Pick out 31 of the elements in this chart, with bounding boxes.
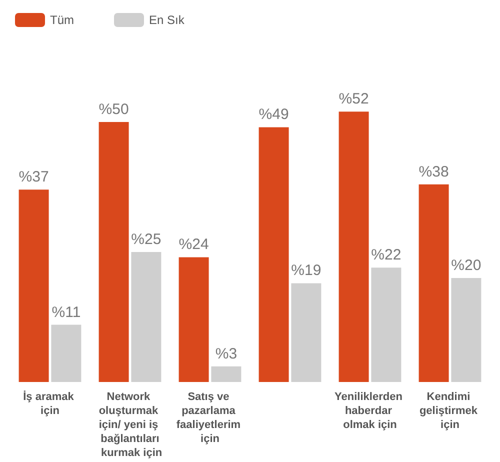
data-label: %52 bbox=[338, 90, 369, 108]
data-label: %50 bbox=[98, 101, 129, 118]
bar bbox=[178, 257, 209, 382]
x-tick-label: İş aramak için bbox=[23, 390, 77, 417]
bar bbox=[211, 366, 242, 382]
data-label: %19 bbox=[291, 262, 322, 280]
legend-label: En Sık bbox=[149, 13, 186, 27]
x-tick-label: Kendimi geliştirmek için bbox=[419, 391, 481, 431]
data-label: %37 bbox=[18, 168, 49, 186]
data-label: %11 bbox=[52, 304, 81, 321]
bar bbox=[418, 184, 449, 382]
data-label: %25 bbox=[131, 231, 162, 248]
bar bbox=[18, 190, 49, 382]
bar bbox=[371, 268, 402, 382]
bar bbox=[51, 324, 82, 382]
data-label: %38 bbox=[418, 163, 449, 180]
bar bbox=[98, 122, 129, 382]
bar bbox=[338, 112, 369, 382]
data-label: %3 bbox=[215, 345, 238, 362]
bar bbox=[258, 127, 289, 382]
x-tick-label: Satış ve pazarlama faaliyetlerim için bbox=[176, 391, 244, 445]
data-label: %24 bbox=[178, 236, 209, 254]
x-tick-label: Yeniliklerden haberdar olmak için bbox=[334, 391, 406, 431]
bar bbox=[131, 252, 162, 382]
bar bbox=[291, 283, 322, 382]
data-label: %20 bbox=[451, 257, 482, 274]
legend-label: Tüm bbox=[50, 13, 74, 27]
data-label: %22 bbox=[371, 246, 402, 264]
data-label: %49 bbox=[258, 106, 289, 124]
bar bbox=[451, 278, 482, 382]
x-tick-label: Network oluşturmak için/ yeni iş bağlantıları kurmak için bbox=[98, 391, 162, 459]
